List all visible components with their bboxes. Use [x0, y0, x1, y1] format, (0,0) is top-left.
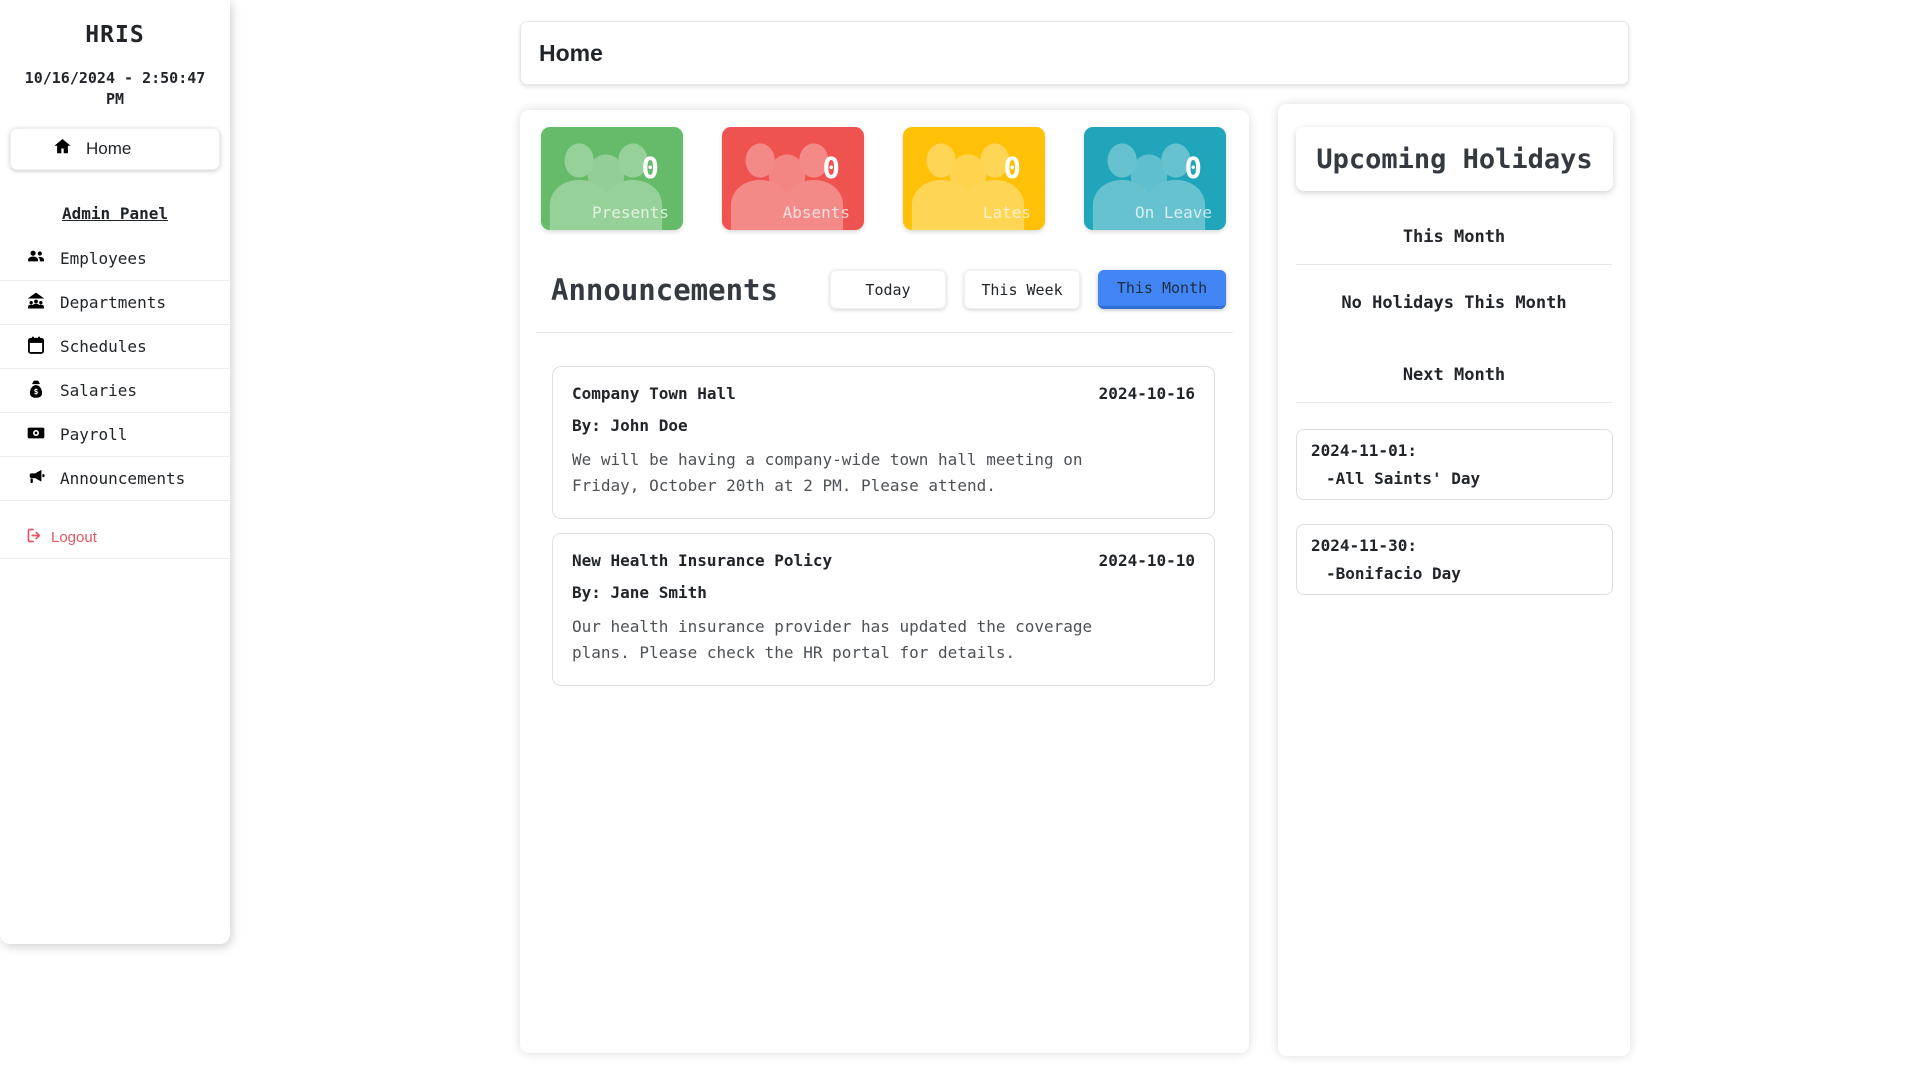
datetime-display: 10/16/2024 - 2:50:47 PM [24, 69, 206, 108]
stat-label: Absents [782, 203, 850, 222]
announcements-list: Company Town Hall 2024-10-16 By: John Do… [520, 366, 1249, 686]
sidebar-item-label: Employees [60, 249, 147, 268]
this-month-heading: This Month [1402, 227, 1506, 247]
announcement-body: Our health insurance provider has update… [572, 617, 1093, 662]
stats-row: 0 Presents 0 Absents 0 Lates 0 On Leave [520, 127, 1249, 230]
sidebar-item-schedules[interactable]: Schedules [0, 325, 230, 369]
next-month-heading: Next Month [1402, 365, 1506, 385]
stat-label: Presents [591, 203, 669, 222]
announcement-date: 2024-10-10 [1098, 551, 1195, 570]
filter-today-button[interactable]: Today [830, 270, 946, 309]
announcement-card: New Health Insurance Policy 2024-10-10 B… [552, 533, 1215, 686]
money-bag-icon: $ [26, 379, 46, 403]
page-title: Home [539, 39, 603, 66]
announcement-card: Company Town Hall 2024-10-16 By: John Do… [552, 366, 1215, 519]
holidays-title: Upcoming Holidays [1316, 143, 1593, 175]
page-header: Home [520, 21, 1629, 85]
sidebar-item-home[interactable]: Home [10, 128, 220, 170]
holiday-name: -All Saints' Day [1326, 469, 1481, 488]
stat-label: On Leave [1134, 203, 1212, 222]
logout-icon [26, 527, 43, 548]
holidays-panel: Upcoming Holidays This Month No Holidays… [1278, 104, 1630, 1056]
sidebar-item-payroll[interactable]: Payroll [0, 413, 230, 457]
main-content: 0 Presents 0 Absents 0 Lates 0 On Leave … [520, 110, 1249, 1053]
calendar-icon [26, 335, 46, 359]
stat-label: Lates [982, 203, 1031, 222]
holiday-list: 2024-11-01: -All Saints' Day 2024-11-30:… [1278, 429, 1630, 595]
sidebar-item-departments[interactable]: Departments [0, 281, 230, 325]
sidebar-item-salaries[interactable]: $ Salaries [0, 369, 230, 413]
announcements-title: Announcements [551, 272, 778, 307]
stat-card-absents: 0 Absents [722, 127, 864, 230]
users-icon [26, 247, 46, 271]
stat-count: 0 [1184, 151, 1202, 185]
stat-count: 0 [641, 151, 659, 185]
divider [536, 332, 1233, 333]
bullhorn-icon [26, 467, 46, 491]
sidebar-item-label: Schedules [60, 337, 147, 356]
sidebar-item-label: Departments [60, 293, 166, 312]
app-title: HRIS [85, 22, 145, 48]
sidebar: HRIS 10/16/2024 - 2:50:47 PM Home Admin … [0, 0, 230, 944]
stat-count: 0 [822, 151, 840, 185]
group-silhouette-icon [549, 143, 663, 230]
sidebar-item-announcements[interactable]: Announcements [0, 457, 230, 501]
announcement-author: By: Jane Smith [572, 583, 707, 602]
svg-text:$: $ [34, 387, 39, 396]
announcement-date: 2024-10-16 [1098, 384, 1195, 403]
group-silhouette-icon [911, 143, 1025, 230]
sidebar-item-label: Announcements [60, 469, 186, 488]
group-silhouette-icon [1092, 143, 1206, 230]
logout-label: Logout [51, 529, 97, 546]
holiday-name: -Bonifacio Day [1326, 564, 1461, 583]
announcement-title: Company Town Hall [572, 384, 736, 403]
sidebar-item-label: Home [86, 139, 132, 158]
holiday-card: 2024-11-01: -All Saints' Day [1296, 429, 1613, 500]
holiday-date: 2024-11-30: [1311, 536, 1417, 555]
sidebar-item-label: Salaries [60, 381, 138, 400]
admin-menu: Employees Departments Schedules $ Salari… [0, 237, 230, 501]
no-holidays-text: No Holidays This Month [1341, 293, 1567, 313]
holiday-date: 2024-11-01: [1311, 441, 1417, 460]
stat-card-on-leave: 0 On Leave [1084, 127, 1226, 230]
announcement-title: New Health Insurance Policy [572, 551, 833, 570]
announcements-header: Announcements Today This Week This Month [520, 270, 1249, 309]
stat-count: 0 [1003, 151, 1021, 185]
sidebar-item-label: Payroll [60, 425, 128, 444]
stat-card-presents: 0 Presents [541, 127, 683, 230]
holidays-title-card: Upcoming Holidays [1296, 127, 1613, 191]
sidebar-item-employees[interactable]: Employees [0, 237, 230, 281]
group-silhouette-icon [730, 143, 844, 230]
logout-button[interactable]: Logout [0, 517, 230, 559]
divider [1296, 264, 1612, 265]
admin-panel-heading: Admin Panel [62, 204, 168, 223]
filter-this-month-button[interactable]: This Month [1098, 270, 1226, 309]
announcement-author: By: John Doe [572, 416, 688, 435]
divider [1296, 402, 1612, 403]
holiday-card: 2024-11-30: -Bonifacio Day [1296, 524, 1613, 595]
department-icon [26, 291, 46, 315]
announcement-filters: Today This Week This Month [830, 270, 1226, 309]
announcement-body: We will be having a company-wide town ha… [572, 450, 1083, 495]
filter-this-week-button[interactable]: This Week [964, 270, 1080, 309]
home-icon [53, 137, 72, 161]
stat-card-lates: 0 Lates [903, 127, 1045, 230]
money-bill-icon [26, 423, 46, 447]
